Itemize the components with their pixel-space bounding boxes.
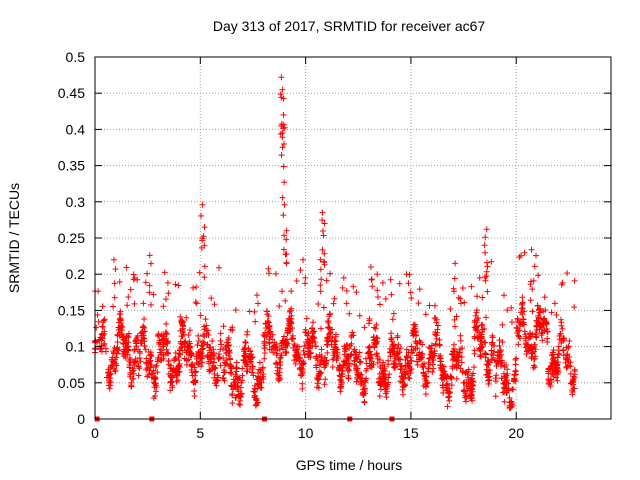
x-axis-label: GPS time / hours [296,457,403,473]
srmtid-scatter-chart: 0 5 10 15 20 0 0.05 0.1 0.15 0.2 0.25 0.3 0.35 0.4 0.… [0,0,640,480]
x-tick-label: 5 [196,425,204,441]
y-tick-label: 0.1 [66,339,86,355]
y-tick-label: 0.3 [66,194,86,210]
x-tick-label: 20 [508,425,524,441]
y-tick-label: 0.2 [66,266,86,282]
y-axis-label: SRMTID / TECUs [6,183,22,293]
y-tick-label: 0.25 [58,230,85,246]
y-tick-label: 0.5 [66,49,86,65]
x-tick-label: 15 [403,425,419,441]
x-tick-label: 0 [91,425,99,441]
y-tick-label: 0.45 [58,85,85,101]
y-tick-label: 0.15 [58,302,85,318]
y-tick-label: 0.4 [66,121,86,137]
chart-title: Day 313 of 2017, SRMTID for receiver ac6… [213,18,486,34]
y-tick-label: 0 [77,411,85,427]
y-tick-label: 0.05 [58,375,85,391]
x-tick-label: 10 [298,425,314,441]
chart-background [0,0,640,480]
y-tick-label: 0.35 [58,158,85,174]
